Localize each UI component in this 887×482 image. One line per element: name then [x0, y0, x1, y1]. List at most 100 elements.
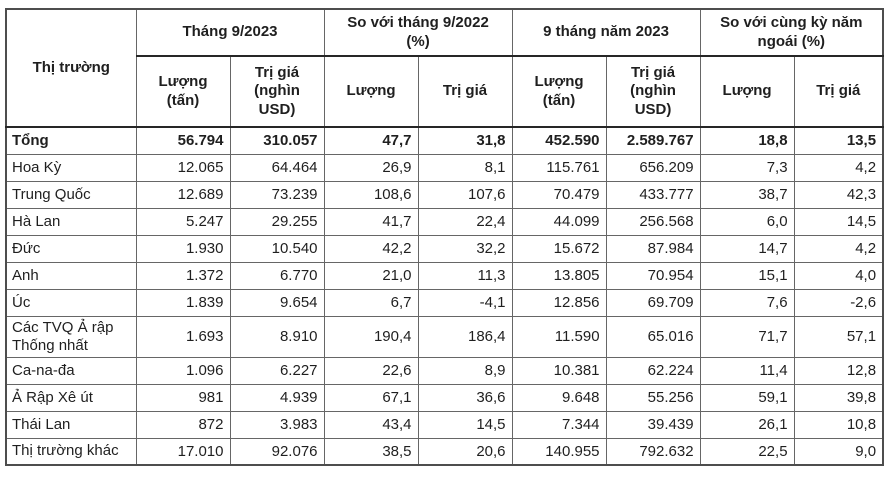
- value-cell: 1.372: [135, 261, 231, 290]
- value-cell: 41,7: [323, 207, 419, 236]
- column-group-vs-month-2022: So với tháng 9/2022 (%): [323, 8, 513, 57]
- value-cell: 256.568: [605, 207, 701, 236]
- market-name-cell: Tổng: [5, 126, 137, 155]
- value-cell: 1.839: [135, 288, 231, 317]
- column-header-value-pct-1: Trị giá: [417, 55, 513, 128]
- value-cell: 14,7: [699, 234, 795, 263]
- value-cell: 14,5: [417, 410, 513, 439]
- value-cell: 12,8: [793, 356, 884, 385]
- market-name-cell: Úc: [5, 288, 137, 317]
- value-cell: 38,5: [323, 437, 419, 466]
- value-cell: 7,3: [699, 153, 795, 182]
- value-cell: 792.632: [605, 437, 701, 466]
- column-group-month-2023: Tháng 9/2023: [135, 8, 325, 57]
- value-cell: 10.540: [229, 234, 325, 263]
- market-name-cell: Thị trường khác: [5, 437, 137, 466]
- value-cell: 39.439: [605, 410, 701, 439]
- market-name-cell: Thái Lan: [5, 410, 137, 439]
- value-cell: 42,3: [793, 180, 884, 209]
- value-cell: 57,1: [793, 315, 884, 358]
- market-name-cell: Hà Lan: [5, 207, 137, 236]
- value-cell: 872: [135, 410, 231, 439]
- value-cell: 13.805: [511, 261, 607, 290]
- value-cell: 5.247: [135, 207, 231, 236]
- value-cell: 1.693: [135, 315, 231, 358]
- value-cell: 13,5: [793, 126, 884, 155]
- column-header-volume-tons-1: Lượng (tấn): [135, 55, 231, 128]
- header-group-row: Thị trường Tháng 9/2023 So với tháng 9/2…: [5, 8, 884, 128]
- market-name-cell: Anh: [5, 261, 137, 290]
- value-cell: 1.096: [135, 356, 231, 385]
- table-row: Trung Quốc 12.689 73.239 108,6 107,6 70.479 43…: [5, 180, 884, 209]
- value-cell: 8,1: [417, 153, 513, 182]
- value-cell: 6,0: [699, 207, 795, 236]
- value-cell: 115.761: [511, 153, 607, 182]
- value-cell: 65.016: [605, 315, 701, 358]
- value-cell: 44.099: [511, 207, 607, 236]
- value-cell: 42,2: [323, 234, 419, 263]
- table-row: Úc 1.839 9.654 6,7 -4,1 12.856 69.709 7,6 -2,6: [5, 288, 884, 317]
- value-cell: 11.590: [511, 315, 607, 358]
- market-name-cell: Ca-na-đa: [5, 356, 137, 385]
- value-cell: 14,5: [793, 207, 884, 236]
- value-cell: 4.939: [229, 383, 325, 412]
- table-row: Anh 1.372 6.770 21,0 11,3 13.805 70.954 15,1 4,0: [5, 261, 884, 290]
- value-cell: 36,6: [417, 383, 513, 412]
- value-cell: 6.227: [229, 356, 325, 385]
- table-row: Thái Lan 872 3.983 43,4 14,5 7.344 39.439 26,1 1…: [5, 410, 884, 439]
- value-cell: 4,2: [793, 234, 884, 263]
- value-cell: 186,4: [417, 315, 513, 358]
- value-cell: 17.010: [135, 437, 231, 466]
- value-cell: 22,5: [699, 437, 795, 466]
- value-cell: 87.984: [605, 234, 701, 263]
- column-header-volume-pct-2: Lượng: [699, 55, 795, 128]
- value-cell: 6,7: [323, 288, 419, 317]
- value-cell: 22,4: [417, 207, 513, 236]
- value-cell: 11,3: [417, 261, 513, 290]
- value-cell: 39,8: [793, 383, 884, 412]
- value-cell: 140.955: [511, 437, 607, 466]
- value-cell: 3.983: [229, 410, 325, 439]
- market-name-cell: Các TVQ Ả rập Thống nhất: [5, 315, 137, 358]
- table-header: Thị trường Tháng 9/2023 So với tháng 9/2…: [5, 8, 884, 128]
- value-cell: 452.590: [511, 126, 607, 155]
- value-cell: 47,7: [323, 126, 419, 155]
- value-cell: 2.589.767: [605, 126, 701, 155]
- value-cell: 62.224: [605, 356, 701, 385]
- value-cell: 92.076: [229, 437, 325, 466]
- table-row: Đức 1.930 10.540 42,2 32,2 15.672 87.984 14,7 4,…: [5, 234, 884, 263]
- table-row: Thị trường khác 17.010 92.076 38,5 20,6 140.9…: [5, 437, 884, 466]
- value-cell: 12.065: [135, 153, 231, 182]
- value-cell: 71,7: [699, 315, 795, 358]
- value-cell: 10.381: [511, 356, 607, 385]
- market-name-cell: Ả Rập Xê út: [5, 383, 137, 412]
- table-row: Ả Rập Xê út 981 4.939 67,1 36,6 9.648 55.256 59…: [5, 383, 884, 412]
- table-row: Tổng 56.794 310.057 47,7 31,8 452.590 2.589.76…: [5, 126, 884, 155]
- value-cell: 9.654: [229, 288, 325, 317]
- value-cell: 22,6: [323, 356, 419, 385]
- value-cell: 108,6: [323, 180, 419, 209]
- value-cell: 18,8: [699, 126, 795, 155]
- value-cell: 67,1: [323, 383, 419, 412]
- column-header-volume-pct-1: Lượng: [323, 55, 419, 128]
- value-cell: 32,2: [417, 234, 513, 263]
- table-row: Hoa Kỳ 12.065 64.464 26,9 8,1 115.761 656.209 7…: [5, 153, 884, 182]
- column-header-value-usd-1: Trị giá (nghìn USD): [229, 55, 325, 128]
- value-cell: 12.856: [511, 288, 607, 317]
- value-cell: 31,8: [417, 126, 513, 155]
- value-cell: 6.770: [229, 261, 325, 290]
- value-cell: 73.239: [229, 180, 325, 209]
- column-header-value-usd-2: Trị giá (nghìn USD): [605, 55, 701, 128]
- trade-statistics-table-container: Thị trường Tháng 9/2023 So với tháng 9/2…: [5, 8, 885, 466]
- market-name-cell: Đức: [5, 234, 137, 263]
- value-cell: 15,1: [699, 261, 795, 290]
- value-cell: 8,9: [417, 356, 513, 385]
- value-cell: 38,7: [699, 180, 795, 209]
- column-header-volume-tons-2: Lượng (tấn): [511, 55, 607, 128]
- value-cell: 4,2: [793, 153, 884, 182]
- value-cell: 433.777: [605, 180, 701, 209]
- column-header-value-pct-2: Trị giá: [793, 55, 884, 128]
- market-name-cell: Trung Quốc: [5, 180, 137, 209]
- value-cell: 190,4: [323, 315, 419, 358]
- value-cell: -4,1: [417, 288, 513, 317]
